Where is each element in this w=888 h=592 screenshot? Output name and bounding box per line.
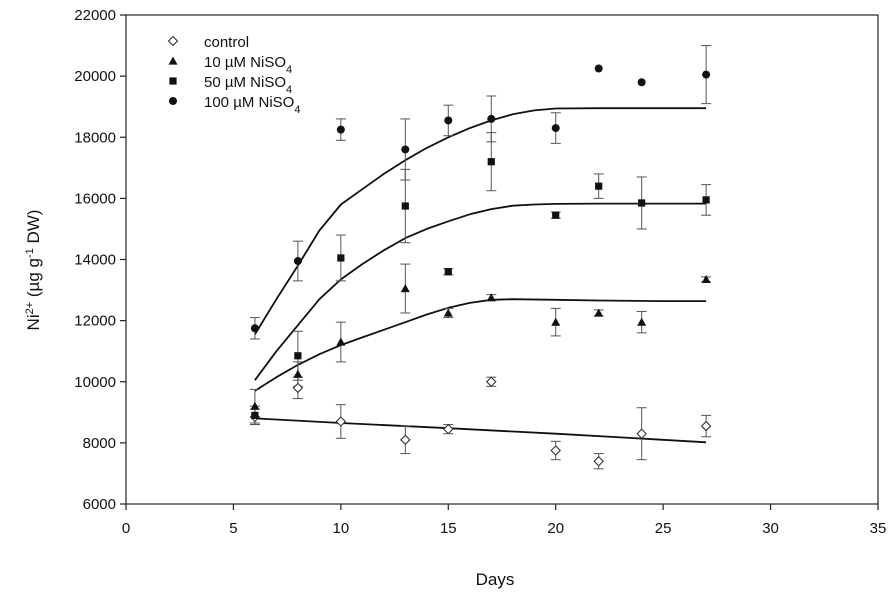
data-point-series-0 xyxy=(593,455,604,467)
legend-marker-1 xyxy=(168,56,178,65)
data-point-series-0 xyxy=(485,376,497,388)
y-tick-label: 22000 xyxy=(74,7,116,24)
data-markers xyxy=(249,64,712,467)
y-axis-label-sup2: -1 xyxy=(24,248,36,258)
legend-label-subscript: 4 xyxy=(294,104,300,116)
fit-lines xyxy=(254,107,707,444)
x-tick-label: 25 xyxy=(655,520,672,537)
y-tick-label: 16000 xyxy=(74,190,116,207)
legend-label-text: 100 µM NiSO xyxy=(204,94,294,111)
y-axis-label: Ni2+ (µg g-1 DW) xyxy=(24,210,43,331)
legend-label-3: 100 µM NiSO4 xyxy=(204,94,300,116)
legend-label-text: 10 µM NiSO xyxy=(204,54,286,71)
legend-label-text: control xyxy=(204,34,249,51)
data-point-series-3 xyxy=(336,125,345,134)
data-point-series-1 xyxy=(637,317,647,326)
legend-label-1: 10 µM NiSO4 xyxy=(204,54,292,76)
legend-marker-3 xyxy=(169,97,177,105)
x-tick-label: 15 xyxy=(440,520,457,537)
data-point-series-0 xyxy=(292,382,304,394)
legend-label-text: 50 µM NiSO xyxy=(204,74,286,91)
data-point-series-1 xyxy=(551,317,561,326)
x-tick-label: 20 xyxy=(547,520,564,537)
data-point-series-1 xyxy=(594,308,604,317)
data-point-series-3 xyxy=(401,145,410,154)
fit-line-series-1 xyxy=(254,298,707,392)
data-point-series-2 xyxy=(444,268,452,276)
data-point-series-1 xyxy=(486,293,496,302)
data-point-series-2 xyxy=(337,254,345,262)
x-tick-label: 10 xyxy=(333,520,350,537)
legend-label-subscript: 4 xyxy=(286,84,292,96)
data-point-series-0 xyxy=(335,416,347,427)
data-point-series-2 xyxy=(401,202,409,210)
y-axis-ticks: 6000 8000 10000 12000 14000 16000 18000 20000 22… xyxy=(74,7,126,513)
data-point-series-1 xyxy=(701,274,711,283)
data-point-series-1 xyxy=(443,308,453,317)
data-point-series-3 xyxy=(444,116,453,125)
legend-label-2: 50 µM NiSO4 xyxy=(204,74,292,96)
data-point-series-0 xyxy=(636,428,647,439)
fit-line-series-0 xyxy=(254,417,707,444)
data-point-series-3 xyxy=(250,324,259,333)
data-point-series-2 xyxy=(487,158,495,166)
y-tick-label: 18000 xyxy=(74,129,116,146)
y-tick-label: 20000 xyxy=(74,68,116,85)
data-point-series-0 xyxy=(700,420,712,432)
data-point-series-2 xyxy=(595,182,603,190)
y-tick-label: 8000 xyxy=(83,435,116,452)
x-tick-label: 30 xyxy=(762,520,779,537)
data-point-series-2 xyxy=(552,211,560,219)
legend-label-subscript: 4 xyxy=(286,64,292,76)
data-point-series-0 xyxy=(443,423,454,435)
data-point-series-2 xyxy=(294,352,302,360)
legend-marker-2 xyxy=(169,77,177,85)
x-tick-label: 35 xyxy=(870,520,887,537)
x-axis-ticks: 0 5 10 15 20 25 30 35 xyxy=(122,504,887,537)
y-tick-label: 6000 xyxy=(83,496,116,513)
y-tick-label: 14000 xyxy=(74,252,116,269)
legend-marker-0 xyxy=(167,35,179,47)
data-point-series-2 xyxy=(702,196,710,204)
data-point-series-0 xyxy=(550,445,561,456)
x-axis-label: Days xyxy=(476,570,515,589)
y-tick-label: 10000 xyxy=(74,374,116,391)
y-axis-label-rest2: DW) xyxy=(24,210,43,249)
data-point-series-1 xyxy=(250,401,260,410)
fit-line-series-3 xyxy=(254,107,707,335)
data-point-series-2 xyxy=(638,199,646,207)
y-axis-label-rest: (µg g xyxy=(24,258,43,302)
data-point-series-1 xyxy=(336,337,346,346)
data-point-series-3 xyxy=(293,257,302,266)
x-tick-label: 5 xyxy=(229,520,237,537)
y-tick-label: 12000 xyxy=(74,313,116,330)
data-point-series-0 xyxy=(400,434,411,446)
data-point-series-2 xyxy=(251,411,259,419)
data-point-series-3 xyxy=(637,78,646,87)
data-point-series-3 xyxy=(551,124,560,133)
data-point-series-1 xyxy=(293,369,303,378)
data-point-series-3 xyxy=(702,70,711,79)
legend-label-0: control xyxy=(204,34,249,51)
fit-line-series-2 xyxy=(254,202,707,381)
y-axis-label-sup: 2+ xyxy=(24,302,36,315)
data-point-series-1 xyxy=(400,284,410,293)
y-axis-label-base: Ni xyxy=(24,314,43,330)
x-tick-label: 0 xyxy=(122,520,130,537)
data-point-series-3 xyxy=(594,64,603,73)
data-point-series-3 xyxy=(487,114,496,123)
